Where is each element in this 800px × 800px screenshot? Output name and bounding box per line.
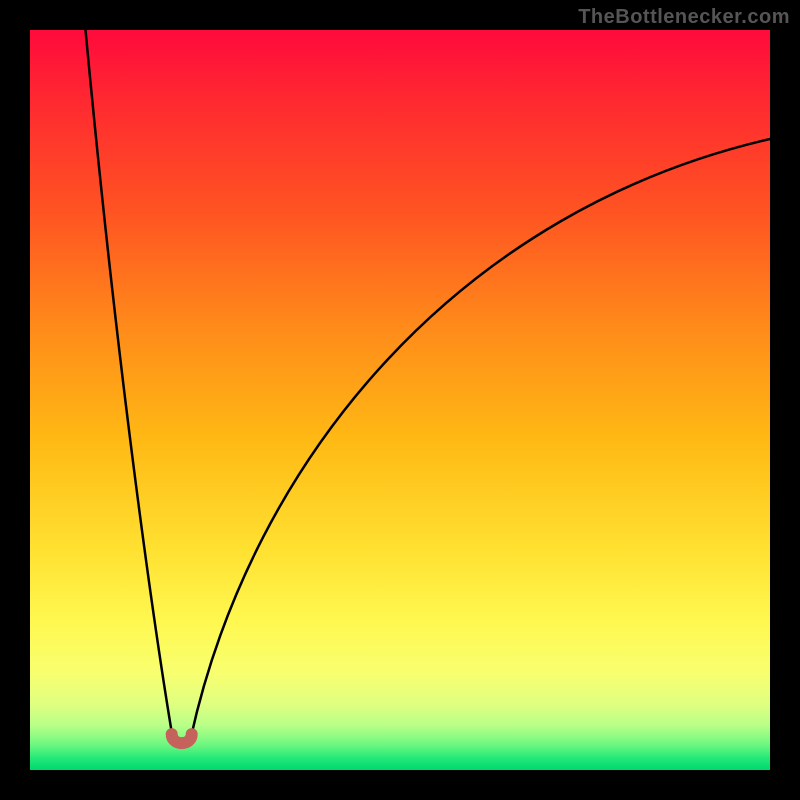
bottleneck-chart [0,0,800,800]
gradient-background [30,30,770,770]
watermark-text: TheBottleneсker.com [578,6,790,29]
stage: TheBottleneсker.com [0,0,800,800]
